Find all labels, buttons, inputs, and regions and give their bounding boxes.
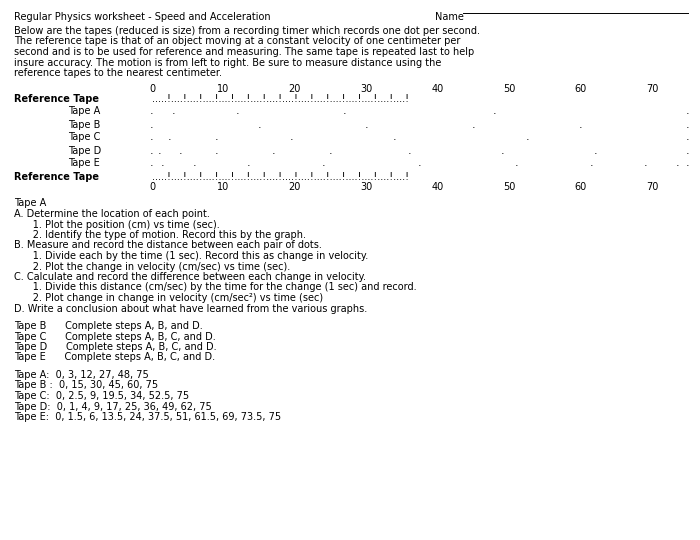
Text: Reference Tape: Reference Tape <box>14 93 99 104</box>
Text: Reference Tape: Reference Tape <box>14 172 99 181</box>
Text: .: . <box>594 145 597 156</box>
Text: .: . <box>246 159 251 168</box>
Text: .: . <box>686 119 690 130</box>
Text: .: . <box>526 132 529 143</box>
Text: .: . <box>686 132 690 143</box>
Text: Tape E      Complete steps A, B, C, and D.: Tape E Complete steps A, B, C, and D. <box>14 353 215 362</box>
Text: .: . <box>214 132 218 143</box>
Text: The reference tape is that of an object moving at a constant velocity of one cen: The reference tape is that of an object … <box>14 37 461 46</box>
Text: .: . <box>322 159 326 168</box>
Text: .: . <box>494 106 497 117</box>
Text: .: . <box>150 145 154 156</box>
Text: .: . <box>686 106 690 117</box>
Text: C. Calculate and record the difference between each change in velocity.: C. Calculate and record the difference b… <box>14 272 366 282</box>
Text: .: . <box>686 159 690 168</box>
Text: .: . <box>172 106 175 117</box>
Text: 10: 10 <box>217 183 230 192</box>
Text: 30: 30 <box>360 183 372 192</box>
Text: .: . <box>150 132 154 143</box>
Text: B. Measure and record the distance between each pair of dots.: B. Measure and record the distance betwe… <box>14 240 322 251</box>
Text: 30: 30 <box>360 84 372 93</box>
Text: Tape B: Tape B <box>68 119 100 130</box>
Text: insure accuracy. The motion is from left to right. Be sure to measure distance u: insure accuracy. The motion is from left… <box>14 57 442 68</box>
Text: Tape B      Complete steps A, B, and D.: Tape B Complete steps A, B, and D. <box>14 321 203 331</box>
Text: Below are the tapes (reduced is size) from a recording timer which records one d: Below are the tapes (reduced is size) fr… <box>14 26 480 36</box>
Text: Name: Name <box>435 12 464 22</box>
Text: .: . <box>365 119 368 130</box>
Text: Tape D:  0, 1, 4, 9, 17, 25, 36, 49, 62, 75: Tape D: 0, 1, 4, 9, 17, 25, 36, 49, 62, … <box>14 402 211 411</box>
Text: 40: 40 <box>432 183 444 192</box>
Text: .: . <box>686 145 690 156</box>
Text: .: . <box>472 119 475 130</box>
Text: .: . <box>193 159 197 168</box>
Text: .: . <box>579 119 582 130</box>
Text: .: . <box>676 159 679 168</box>
Text: .: . <box>589 159 594 168</box>
Text: Tape E: Tape E <box>68 159 99 168</box>
Text: .: . <box>407 145 411 156</box>
Text: Tape D: Tape D <box>68 145 102 156</box>
Text: 50: 50 <box>503 84 515 93</box>
Text: Tape C: Tape C <box>68 132 100 143</box>
Text: Tape A:  0, 3, 12, 27, 48, 75: Tape A: 0, 3, 12, 27, 48, 75 <box>14 370 148 380</box>
Text: .: . <box>150 119 154 130</box>
Text: Tape C      Complete steps A, B, C, and D.: Tape C Complete steps A, B, C, and D. <box>14 332 216 341</box>
Text: 2. Identify the type of motion. Record this by the graph.: 2. Identify the type of motion. Record t… <box>14 230 306 240</box>
Text: Tape A: Tape A <box>14 199 46 208</box>
Text: 2. Plot change in change in velocity (cm/sec²) vs time (sec): 2. Plot change in change in velocity (cm… <box>14 293 323 303</box>
Text: .: . <box>178 145 183 156</box>
Text: Tape D      Complete steps A, B, C, and D.: Tape D Complete steps A, B, C, and D. <box>14 342 216 352</box>
Text: 40: 40 <box>432 84 444 93</box>
Text: .: . <box>158 145 161 156</box>
Text: Tape A: Tape A <box>68 106 100 117</box>
Text: 20: 20 <box>288 183 301 192</box>
Text: 50: 50 <box>503 183 515 192</box>
Text: 1. Plot the position (cm) vs time (sec).: 1. Plot the position (cm) vs time (sec). <box>14 219 220 230</box>
Text: reference tapes to the nearest centimeter.: reference tapes to the nearest centimete… <box>14 68 222 78</box>
Text: 70: 70 <box>646 84 659 93</box>
Text: 1. Divide this distance (cm/sec) by the time for the change (1 sec) and record.: 1. Divide this distance (cm/sec) by the … <box>14 282 416 293</box>
Text: 0: 0 <box>149 183 155 192</box>
Text: 1. Divide each by the time (1 sec). Record this as change in velocity.: 1. Divide each by the time (1 sec). Reco… <box>14 251 368 261</box>
Text: .....!....!....!....!....!....!....!....!....!....!....!....!....!....!....!....: .....!....!....!....!....!....!....!....… <box>152 93 409 104</box>
Text: .: . <box>418 159 422 168</box>
Text: .: . <box>161 159 164 168</box>
Text: 20: 20 <box>288 84 301 93</box>
Text: second and is to be used for reference and measuring. The same tape is repeated : second and is to be used for reference a… <box>14 47 475 57</box>
Text: .: . <box>150 159 154 168</box>
Text: .: . <box>272 145 275 156</box>
Text: 10: 10 <box>217 84 230 93</box>
Text: .: . <box>258 119 261 130</box>
Text: .: . <box>236 106 239 117</box>
Text: Tape C:  0, 2.5, 9, 19.5, 34, 52.5, 75: Tape C: 0, 2.5, 9, 19.5, 34, 52.5, 75 <box>14 391 189 401</box>
Text: .....!....!....!....!....!....!....!....!....!....!....!....!....!....!....!....: .....!....!....!....!....!....!....!....… <box>152 172 409 181</box>
Text: 60: 60 <box>575 84 587 93</box>
Text: .: . <box>168 132 172 143</box>
Text: .: . <box>150 106 154 117</box>
Text: A. Determine the location of each point.: A. Determine the location of each point. <box>14 209 210 219</box>
Text: .: . <box>514 159 518 168</box>
Text: .: . <box>290 132 293 143</box>
Text: .: . <box>329 145 332 156</box>
Text: 2. Plot the change in velocity (cm/sec) vs time (sec).: 2. Plot the change in velocity (cm/sec) … <box>14 261 290 272</box>
Text: .: . <box>643 159 647 168</box>
Text: 60: 60 <box>575 183 587 192</box>
Text: 70: 70 <box>646 183 659 192</box>
Text: Regular Physics worksheet - Speed and Acceleration: Regular Physics worksheet - Speed and Ac… <box>14 12 271 22</box>
Text: .: . <box>393 132 397 143</box>
Text: Tape B :  0, 15, 30, 45, 60, 75: Tape B : 0, 15, 30, 45, 60, 75 <box>14 381 158 390</box>
Text: 0: 0 <box>149 84 155 93</box>
Text: D. Write a conclusion about what have learned from the various graphs.: D. Write a conclusion about what have le… <box>14 303 368 314</box>
Text: Tape E:  0, 1.5, 6, 13.5, 24, 37.5, 51, 61.5, 69, 73.5, 75: Tape E: 0, 1.5, 6, 13.5, 24, 37.5, 51, 6… <box>14 412 281 422</box>
Text: .: . <box>214 145 218 156</box>
Text: .: . <box>500 145 504 156</box>
Text: .: . <box>343 106 346 117</box>
